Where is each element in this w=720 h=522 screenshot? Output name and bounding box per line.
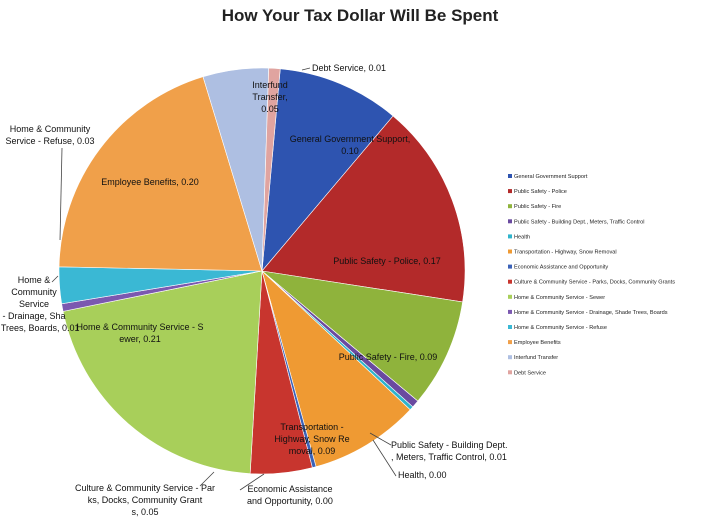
leader-line-home-community-service-refuse bbox=[59, 147, 63, 241]
legend-label-debt-service: Debt Service bbox=[514, 370, 546, 376]
chart-title: How Your Tax Dollar Will Be Spent bbox=[221, 6, 499, 25]
leader-line-public-safety-building-dept-meters-traffic-control bbox=[369, 432, 392, 446]
slice-debt-service bbox=[261, 67, 281, 272]
slice-employee-benefits bbox=[58, 76, 263, 272]
legend-swatch-general-government-support bbox=[508, 174, 512, 178]
slice-label-culture-community-service-parks-docks-community-grants: Culture & Community Service - Par ks, Doc… bbox=[75, 483, 215, 517]
slice-label-debt-service: Debt Service, 0.01 bbox=[312, 63, 386, 73]
legend-swatch-home-community-service-sewer bbox=[508, 294, 512, 299]
legend-label-home-community-service-refuse: Home & Community Service - Refuse bbox=[514, 325, 607, 331]
legend-swatch-home-community-service-refuse bbox=[508, 325, 512, 329]
legend-label-home-community-service-drainage-shade-trees-boards: Home & Community Service - Drainage, Sha… bbox=[514, 310, 668, 316]
legend-swatch-culture-community-service-parks-docks-community-grants bbox=[508, 279, 512, 284]
legend-label-public-safety-fire: Public Safety - Fire bbox=[514, 204, 561, 210]
legend-label-general-government-support: General Government Support bbox=[514, 174, 588, 180]
leader-line-culture-community-service-parks-docks-community-grants bbox=[199, 471, 215, 487]
legend-swatch-public-safety-building-dept-meters-traffic-control bbox=[508, 219, 512, 224]
legend-swatch-debt-service bbox=[508, 370, 512, 375]
legend-label-public-safety-police: Public Safety - Police bbox=[514, 189, 567, 195]
slice-general-government-support bbox=[261, 68, 394, 272]
legend-swatch-public-safety-fire bbox=[508, 204, 512, 209]
legend-swatch-health bbox=[508, 234, 512, 239]
slice-label-employee-benefits: Employee Benefits, 0.20 bbox=[101, 177, 199, 187]
slice-label-public-safety-fire: Public Safety - Fire, 0.09 bbox=[339, 352, 438, 362]
legend-swatch-economic-assistance-and-opportunity bbox=[508, 264, 512, 269]
slice-transportation-highway-snow-removal bbox=[261, 270, 411, 468]
legend-label-home-community-service-sewer: Home & Community Service - Sewer bbox=[514, 295, 605, 301]
leader-line-health bbox=[372, 439, 397, 477]
legend-swatch-interfund-transfer bbox=[508, 355, 512, 360]
slice-label-economic-assistance-and-opportunity: Economic Assistance and Opportunity, 0.00 bbox=[247, 484, 333, 506]
slice-label-health: Health, 0.00 bbox=[398, 470, 447, 480]
legend-label-employee-benefits: Employee Benefits bbox=[514, 340, 561, 346]
slice-public-safety-police bbox=[261, 115, 466, 303]
slice-label-home-community-service-refuse: Home & Community Service - Refuse, 0.03 bbox=[5, 124, 94, 146]
legend-label-culture-community-service-parks-docks-community-grants: Culture & Community Service - Parks, Doc… bbox=[514, 280, 675, 286]
legend-swatch-employee-benefits bbox=[508, 340, 512, 345]
slice-label-public-safety-building-dept-meters-traffic-control: Public Safety - Building Dept., Meters, … bbox=[391, 440, 508, 462]
leader-line-economic-assistance-and-opportunity bbox=[239, 473, 265, 491]
leader-line-home-community-service-drainage-shade-trees-boards bbox=[51, 275, 59, 283]
slice-public-safety-fire bbox=[260, 270, 463, 402]
legend-label-economic-assistance-and-opportunity: Economic Assistance and Opportunity bbox=[514, 265, 608, 271]
legend-label-transportation-highway-snow-removal: Transportation - Highway, Snow Removal bbox=[514, 250, 617, 256]
leader-line-debt-service bbox=[301, 67, 311, 71]
slice-label-general-government-support: General Government Support, 0.10 bbox=[290, 134, 411, 156]
slice-label-transportation-highway-snow-removal: Transportation -Highway, Snow Re moval, 0… bbox=[274, 422, 349, 456]
legend-swatch-public-safety-police bbox=[508, 189, 512, 194]
slice-label-interfund-transfer: Interfund Transfer, 0.05 bbox=[252, 80, 288, 114]
legend-swatch-home-community-service-drainage-shade-trees-boards bbox=[508, 309, 512, 314]
legend-swatch-transportation-highway-snow-removal bbox=[508, 249, 512, 254]
legend-label-public-safety-building-dept-meters-traffic-control: Public Safety - Building Dept., Meters, … bbox=[514, 219, 644, 225]
slice-home-community-service-sewer bbox=[62, 270, 263, 474]
slice-label-public-safety-police: Public Safety - Police, 0.17 bbox=[333, 256, 441, 266]
legend-label-health: Health bbox=[514, 234, 530, 240]
legend-label-interfund-transfer: Interfund Transfer bbox=[514, 355, 558, 361]
